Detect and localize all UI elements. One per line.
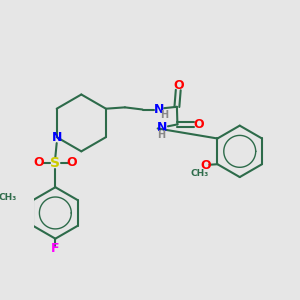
- Text: N: N: [52, 130, 62, 144]
- Text: O: O: [33, 156, 44, 170]
- Text: O: O: [67, 156, 77, 170]
- Text: H: H: [160, 110, 168, 121]
- Text: S: S: [50, 156, 60, 170]
- Text: O: O: [173, 79, 184, 92]
- Text: N: N: [158, 121, 168, 134]
- Text: F: F: [51, 242, 60, 256]
- Text: O: O: [193, 118, 204, 131]
- Text: CH₃: CH₃: [190, 169, 208, 178]
- Text: O: O: [201, 159, 212, 172]
- Text: CH₃: CH₃: [0, 194, 17, 202]
- Text: H: H: [157, 130, 165, 140]
- Text: N: N: [154, 103, 164, 116]
